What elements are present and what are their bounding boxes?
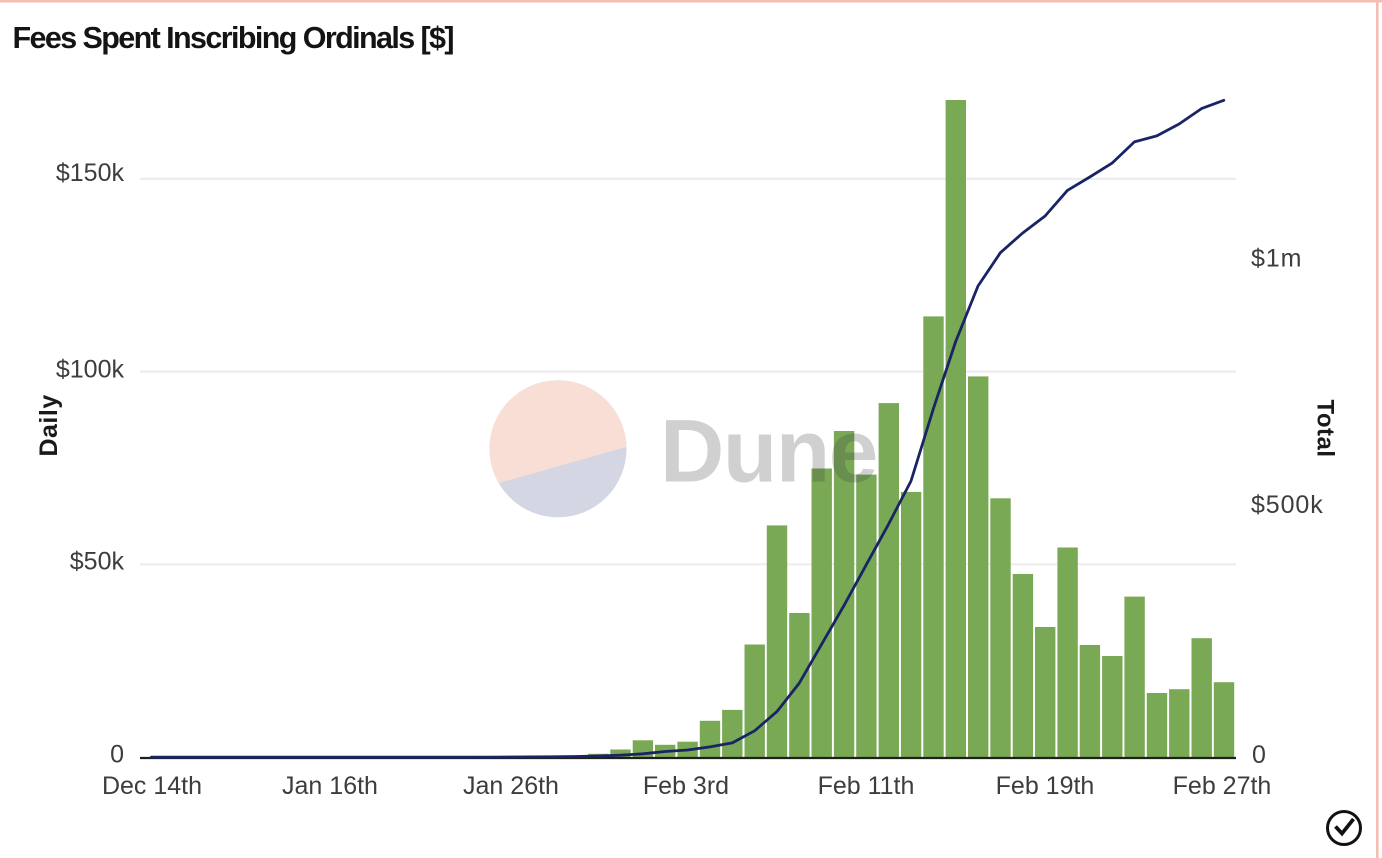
svg-text:Dec 14th: Dec 14th <box>102 772 202 800</box>
svg-text:Fees Spent Inscribing Ordinals: Fees Spent Inscribing Ordinals [$] <box>13 21 454 55</box>
svg-text:0: 0 <box>110 741 124 769</box>
svg-text:$100k: $100k <box>56 355 125 383</box>
svg-text:Feb 11th: Feb 11th <box>818 772 915 800</box>
svg-text:Jan 26th: Jan 26th <box>463 772 559 800</box>
svg-text:Daily: Daily <box>35 394 63 456</box>
svg-text:Feb 3rd: Feb 3rd <box>643 772 729 800</box>
svg-text:Total: Total <box>1311 399 1338 457</box>
svg-text:$150k: $150k <box>56 159 125 187</box>
svg-text:Jan 16th: Jan 16th <box>282 772 378 800</box>
svg-text:Feb 19th: Feb 19th <box>996 772 1095 800</box>
svg-text:$500k: $500k <box>1251 491 1324 519</box>
svg-text:$50k: $50k <box>70 548 125 576</box>
svg-text:$1m: $1m <box>1251 244 1302 272</box>
svg-text:0: 0 <box>1252 741 1267 769</box>
svg-text:Feb 27th: Feb 27th <box>1173 772 1272 800</box>
svg-text:Dune: Dune <box>660 400 877 500</box>
